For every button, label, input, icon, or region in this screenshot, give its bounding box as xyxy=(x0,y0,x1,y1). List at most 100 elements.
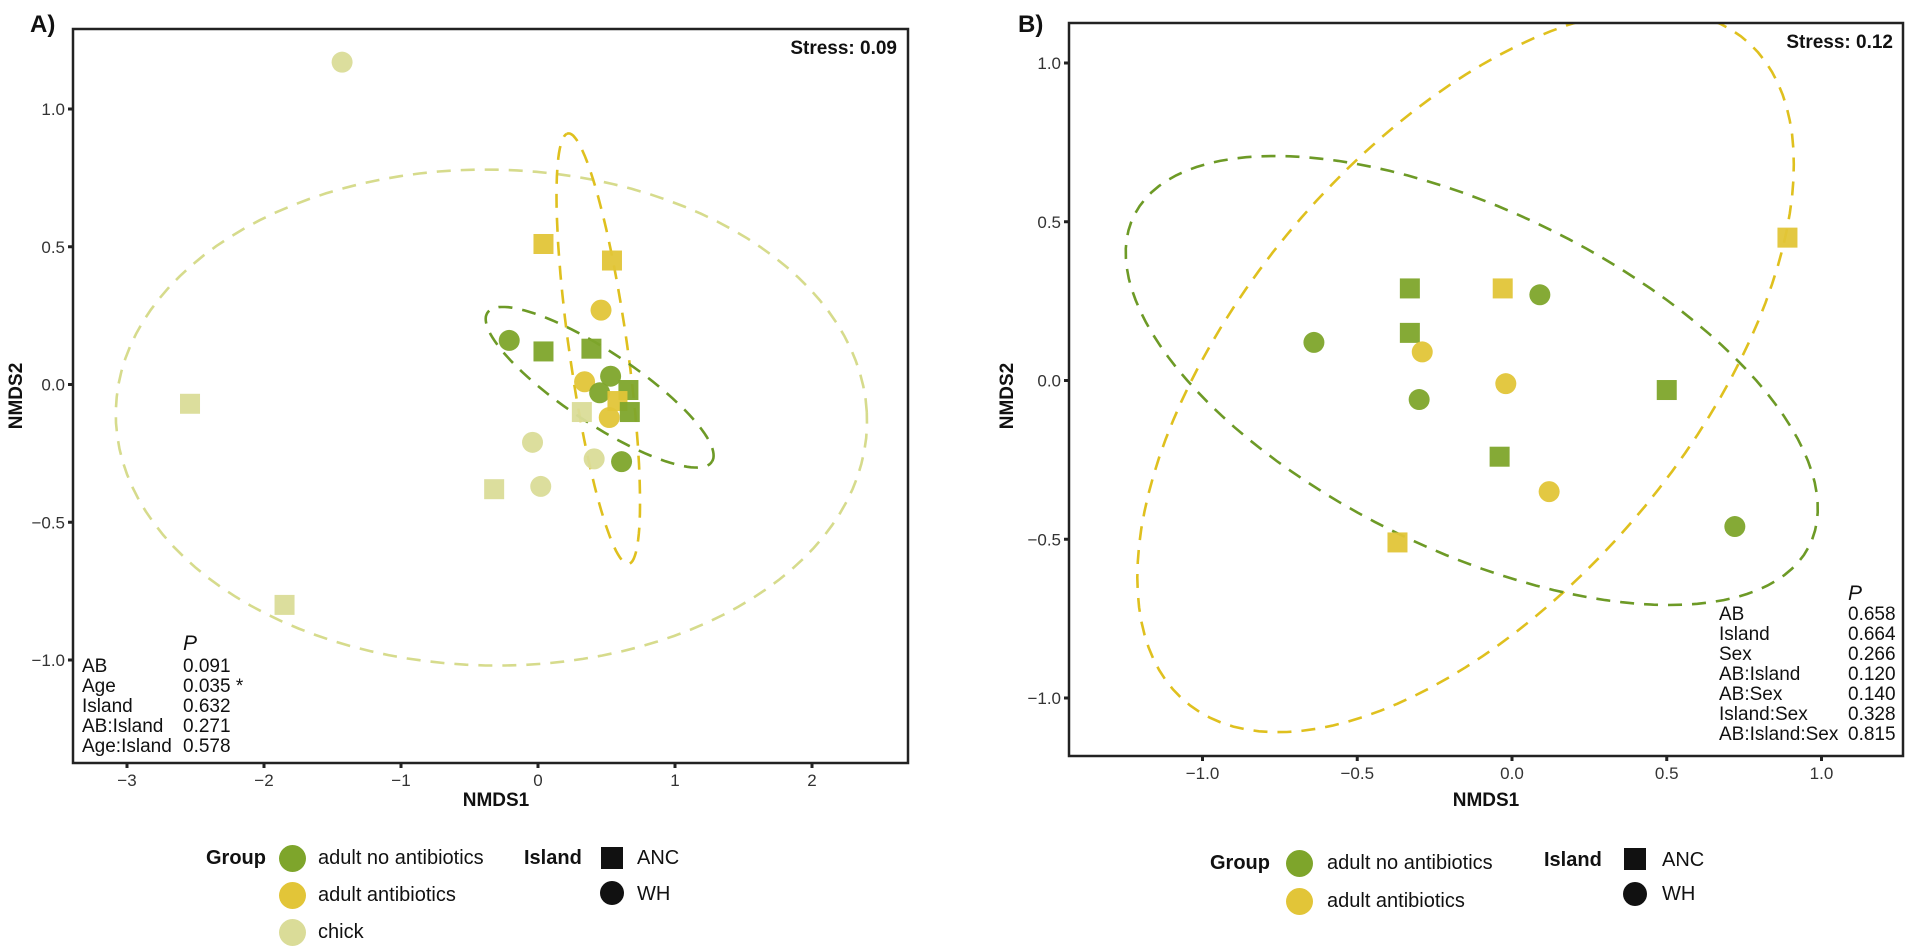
panel-a-stats-term: AB xyxy=(82,656,107,677)
legend-swatch-chick xyxy=(279,919,306,946)
legend-swatch-adult-no-antibiotics xyxy=(279,845,306,872)
panel-b-label: B) xyxy=(1018,11,1043,38)
panel-a-point-adult-no-antibiotics-wh xyxy=(611,451,633,473)
panel-a-y-axis-title: NMDS2 xyxy=(6,363,27,430)
panel-a-stress: Stress: 0.09 xyxy=(790,38,897,59)
panel-a-point-chick-anc xyxy=(484,479,505,500)
panel-b-stats-term: AB:Island:Sex xyxy=(1719,724,1839,745)
legend-label: adult antibiotics xyxy=(1327,890,1465,912)
panel-a-stats-header: P xyxy=(183,632,197,655)
panel-a-point-chick-wh xyxy=(331,51,353,73)
panel-b-stats-term: AB:Sex xyxy=(1719,684,1783,705)
panel-b-point-adult-antibiotics-wh xyxy=(1538,481,1560,503)
panel-b-point-adult-antibiotics-wh xyxy=(1411,341,1433,363)
panel-a-x-tick-label: 1 xyxy=(670,771,679,790)
panel-b-point-adult-antibiotics-anc xyxy=(1492,278,1513,299)
panel-b-point-adult-no-antibiotics-anc xyxy=(1656,380,1677,401)
panel-a-point-adult-no-antibiotics-wh xyxy=(600,365,622,387)
legend-label: ANC xyxy=(637,847,680,869)
panel-a-point-adult-no-antibiotics-anc xyxy=(533,341,554,362)
panel-b-x-tick-label: −0.5 xyxy=(1340,764,1374,783)
panel-a-ellipse-adult-antibiotics xyxy=(555,132,642,566)
panel-a-ellipse-chick xyxy=(114,168,869,667)
panel-a-frame xyxy=(71,27,910,765)
legend-island-title: Island xyxy=(524,847,582,869)
panel-b-y-tick-label: −0.5 xyxy=(1027,530,1061,549)
panel-a-stats-term: Island xyxy=(82,696,133,717)
panel-a-label: A) xyxy=(30,11,55,38)
panel-b-x-axis-title: NMDS1 xyxy=(1453,790,1520,811)
panel-a-x-tick-label: 2 xyxy=(807,771,816,790)
panel-a-y-tick-label: 0.5 xyxy=(41,238,65,257)
panel-b-stats-term: AB:Island xyxy=(1719,664,1800,685)
panel-b-stats-p-value: 0.328 xyxy=(1848,704,1896,725)
panel-a-point-chick-wh xyxy=(583,448,605,470)
panel-b-stats-term: Island:Sex xyxy=(1719,704,1808,725)
panel-a-point-chick-wh xyxy=(530,475,552,497)
panel-b-stats-p-value: 0.664 xyxy=(1848,624,1896,645)
square-icon xyxy=(1624,848,1646,870)
legend-label: WH xyxy=(637,883,671,905)
panel-b-stats-term: Island xyxy=(1719,624,1770,645)
panel-b-stats-p-value: 0.815 xyxy=(1848,724,1896,745)
legend-label: adult no antibiotics xyxy=(318,847,484,869)
panel-a-point-adult-antibiotics-wh xyxy=(574,371,596,393)
panel-b-point-adult-no-antibiotics-wh xyxy=(1529,284,1551,306)
panel-a-y-tick-label: 1.0 xyxy=(41,100,65,119)
circle-icon xyxy=(1623,882,1647,906)
panel-b-x-tick-label: 0.0 xyxy=(1500,764,1524,783)
panel-a-point-adult-no-antibiotics-wh xyxy=(498,329,520,351)
panel-b-x-tick-label: 0.5 xyxy=(1655,764,1679,783)
panel-a-point-adult-no-antibiotics-wh xyxy=(589,382,611,404)
square-icon xyxy=(601,847,623,869)
panel-a-point-chick-anc xyxy=(180,393,201,414)
panel-a-stats-p-value: 0.035 * xyxy=(183,676,244,697)
panel-b-ellipse-adult-antibiotics xyxy=(1135,23,1796,734)
panel-b-stats-p-value: 0.120 xyxy=(1848,664,1896,685)
panel-a-x-tick-label: −3 xyxy=(117,771,136,790)
panel-a-stats-term: Age xyxy=(82,676,116,697)
panel-a-point-chick-anc xyxy=(274,594,295,615)
panel-b-stats-term: Sex xyxy=(1719,644,1752,665)
panel-a-point-adult-antibiotics-anc xyxy=(601,250,622,271)
legend-label: chick xyxy=(318,921,364,943)
panel-b-stress: Stress: 0.12 xyxy=(1786,32,1893,53)
panel-b-x-tick-label: −1.0 xyxy=(1186,764,1220,783)
panel-b-stats-p-value: 0.266 xyxy=(1848,644,1896,665)
panel-b-point-adult-no-antibiotics-wh xyxy=(1303,331,1325,353)
panel-a-x-tick-label: −1 xyxy=(391,771,410,790)
panel-a-stats-p-value: 0.271 xyxy=(183,716,231,737)
panel-a-point-chick-anc xyxy=(571,402,592,423)
panel-a-point-adult-antibiotics-anc xyxy=(533,233,554,254)
panel-b-y-tick-label: 0.0 xyxy=(1037,372,1061,391)
panel-b-point-adult-no-antibiotics-anc xyxy=(1399,322,1420,343)
panel-b-point-adult-no-antibiotics-wh xyxy=(1724,516,1746,538)
panel-a-stats-p-value: 0.632 xyxy=(183,696,231,717)
panel-a-stats-term: Age:Island xyxy=(82,736,172,757)
legend-swatch-adult-antibiotics xyxy=(1286,888,1313,915)
panel-a-point-adult-no-antibiotics-anc xyxy=(619,402,640,423)
panel-a-x-tick-label: 0 xyxy=(533,771,542,790)
panel-b-frame xyxy=(1067,21,1905,758)
legend-island-title: Island xyxy=(1544,849,1602,871)
panel-b-y-tick-label: −1.0 xyxy=(1027,689,1061,708)
panel-a-point-chick-wh xyxy=(522,431,544,453)
panel-a-y-tick-label: 0.0 xyxy=(41,376,65,395)
legend-group-title: Group xyxy=(206,847,266,869)
panel-a-x-axis-title: NMDS1 xyxy=(463,790,530,811)
legend-group-title: Group xyxy=(1210,852,1270,874)
panel-a-point-adult-antibiotics-wh xyxy=(590,299,612,321)
legend-label: adult no antibiotics xyxy=(1327,852,1493,874)
panel-b-point-adult-no-antibiotics-wh xyxy=(1408,389,1430,411)
panel-b-stats-header: P xyxy=(1848,582,1862,605)
panel-a-point-adult-no-antibiotics-anc xyxy=(581,338,602,359)
panel-a-stats-p-value: 0.578 xyxy=(183,736,231,757)
panel-a-y-tick-label: −0.5 xyxy=(31,513,65,532)
legend-label: ANC xyxy=(1662,849,1705,871)
legend-swatch-adult-antibiotics xyxy=(279,882,306,909)
panel-b-point-adult-antibiotics-anc xyxy=(1387,532,1408,553)
panel-a-stats-p-value: 0.091 xyxy=(183,656,231,677)
panel-a-y-tick-label: −1.0 xyxy=(31,651,65,670)
panel-a-stats-term: AB:Island xyxy=(82,716,163,737)
